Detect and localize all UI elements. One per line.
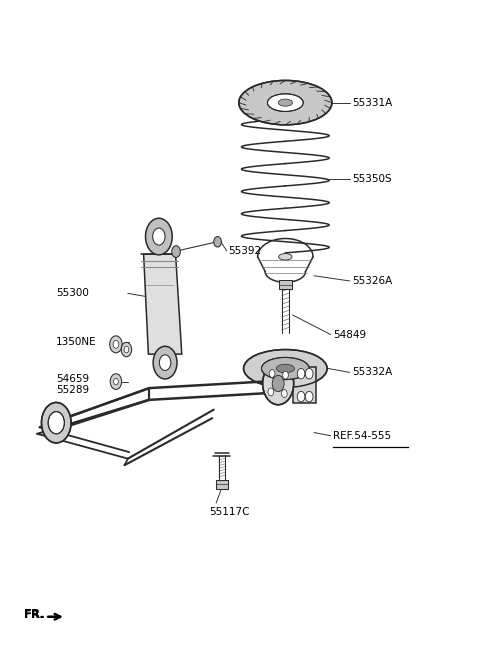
Text: REF.54-555: REF.54-555: [333, 431, 391, 441]
Text: 55300: 55300: [56, 289, 89, 298]
Text: 55392: 55392: [228, 246, 261, 256]
Circle shape: [121, 342, 132, 357]
Ellipse shape: [243, 350, 327, 388]
Circle shape: [269, 369, 275, 377]
Text: 54849: 54849: [333, 329, 366, 340]
Circle shape: [297, 369, 305, 379]
Circle shape: [214, 237, 221, 247]
Text: 55350S: 55350S: [352, 174, 392, 184]
Text: 55326A: 55326A: [352, 276, 392, 286]
Circle shape: [114, 379, 118, 385]
Circle shape: [110, 374, 121, 390]
Text: 55289: 55289: [56, 385, 89, 395]
Ellipse shape: [278, 99, 292, 106]
Ellipse shape: [267, 94, 303, 112]
Circle shape: [281, 390, 287, 398]
Polygon shape: [144, 254, 182, 354]
Circle shape: [124, 346, 129, 353]
Ellipse shape: [272, 375, 284, 392]
Text: FR.: FR.: [24, 607, 46, 621]
Text: FR.: FR.: [24, 611, 44, 621]
Circle shape: [145, 218, 172, 255]
Ellipse shape: [48, 411, 64, 434]
Ellipse shape: [263, 362, 294, 405]
FancyBboxPatch shape: [279, 280, 291, 289]
Text: 55331A: 55331A: [352, 98, 392, 108]
Ellipse shape: [276, 364, 294, 373]
Circle shape: [153, 346, 177, 379]
Circle shape: [159, 355, 171, 371]
Circle shape: [268, 388, 274, 396]
Circle shape: [172, 246, 180, 257]
Text: 55332A: 55332A: [352, 367, 392, 377]
Circle shape: [113, 340, 119, 348]
Ellipse shape: [262, 358, 309, 380]
Circle shape: [305, 392, 313, 402]
Ellipse shape: [239, 81, 332, 125]
Circle shape: [153, 228, 165, 245]
FancyBboxPatch shape: [216, 480, 228, 489]
Text: 55117C: 55117C: [209, 507, 250, 517]
Circle shape: [110, 336, 122, 353]
Ellipse shape: [41, 403, 71, 443]
Text: 1350NE: 1350NE: [56, 337, 97, 348]
Circle shape: [297, 392, 305, 402]
Ellipse shape: [279, 253, 292, 260]
Polygon shape: [293, 367, 316, 403]
Circle shape: [283, 371, 288, 379]
Circle shape: [305, 369, 313, 379]
Text: 54659: 54659: [56, 374, 89, 384]
